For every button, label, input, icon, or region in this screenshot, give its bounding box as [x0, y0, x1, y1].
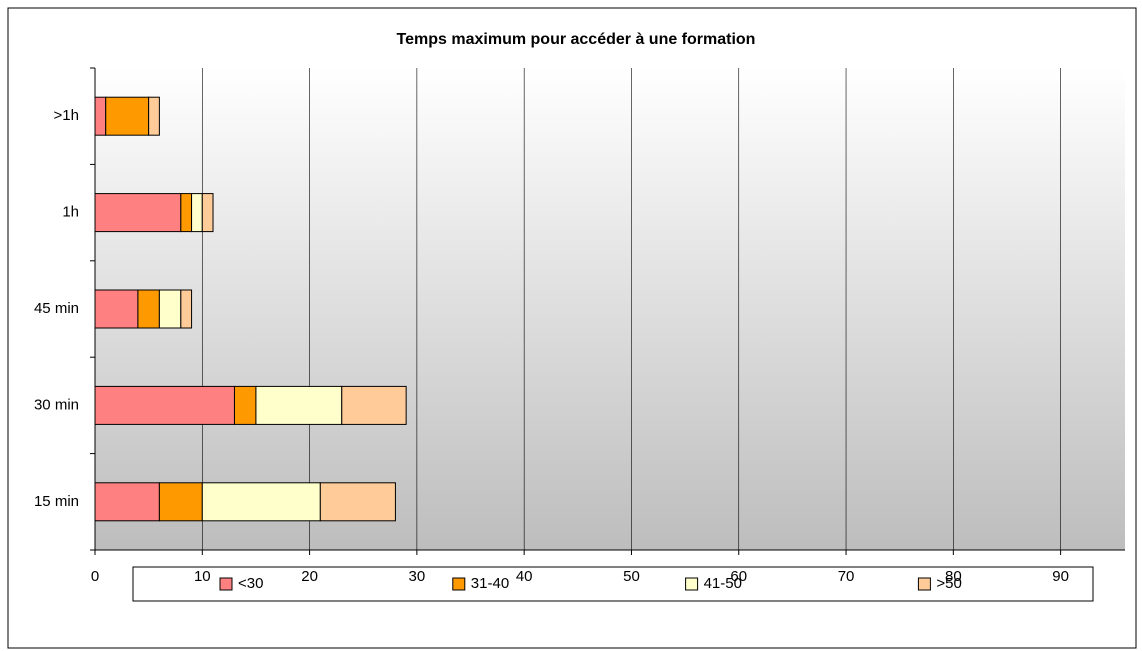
bar-segment — [158, 482, 203, 522]
legend-swatch — [219, 577, 233, 591]
x-tick-label: 70 — [838, 568, 855, 585]
bar-segment — [201, 482, 321, 522]
bar-segment — [341, 385, 407, 425]
x-tick-label: 30 — [409, 568, 426, 585]
y-tick-label: 30 min — [34, 396, 79, 413]
legend-label: 41-50 — [704, 575, 742, 592]
bar-segment — [148, 96, 160, 136]
bar-segment — [137, 289, 160, 329]
bar-segment — [94, 193, 182, 233]
x-tick-label: 90 — [1052, 568, 1069, 585]
bar-segment — [158, 289, 182, 329]
bar-segment — [94, 482, 160, 522]
y-tick-label: 1h — [62, 204, 79, 221]
x-tick-label: 80 — [945, 568, 962, 585]
legend-swatch — [452, 577, 466, 591]
legend-label: >50 — [936, 575, 961, 592]
bar-segment — [105, 96, 150, 136]
x-tick-label: 20 — [301, 568, 318, 585]
legend-swatch — [917, 577, 931, 591]
bar-segment — [319, 482, 396, 522]
bar-segment — [180, 289, 193, 329]
y-tick-label: 15 min — [34, 493, 79, 510]
bar-segment — [180, 193, 193, 233]
bar-segment — [94, 289, 139, 329]
x-tick-label: 10 — [194, 568, 211, 585]
legend — [132, 566, 1094, 602]
x-tick-label: 50 — [623, 568, 640, 585]
bar-segment — [94, 96, 107, 136]
y-tick-label: 45 min — [34, 300, 79, 317]
bar-segment — [233, 385, 257, 425]
chart-title: Temps maximum pour accéder à une formati… — [397, 31, 756, 48]
x-tick-label: 60 — [730, 568, 747, 585]
bar-segment — [201, 193, 214, 233]
x-tick-label: 40 — [516, 568, 533, 585]
x-tick-label: 0 — [91, 568, 99, 585]
plot-area — [95, 68, 1125, 550]
bar-segment — [94, 385, 235, 425]
legend-swatch — [685, 577, 699, 591]
legend-label: 31-40 — [471, 575, 509, 592]
bar-segment — [255, 385, 343, 425]
legend-label: <30 — [238, 575, 263, 592]
bar-segment — [191, 193, 203, 233]
y-tick-label: >1h — [54, 107, 79, 124]
